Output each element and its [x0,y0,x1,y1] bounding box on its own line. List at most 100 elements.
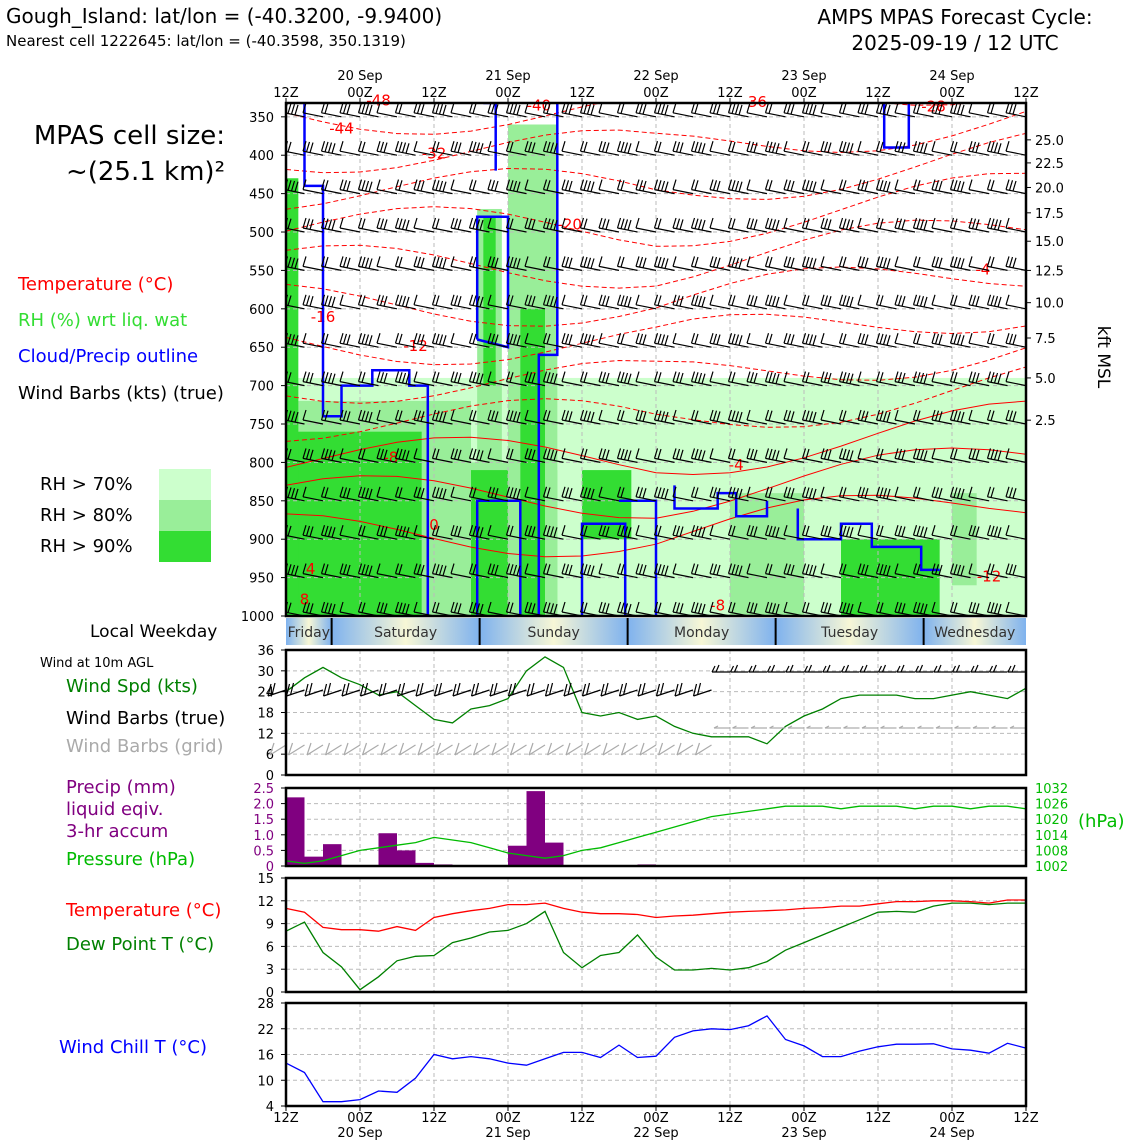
wind-barb [542,217,564,233]
wind-barb-feather [294,488,299,500]
wind-barb-feather [620,180,625,191]
wind-barb-feather [553,296,558,308]
wind-barb-feather [653,601,659,613]
wind-barb-staff [654,342,675,348]
wind-barb [394,563,416,579]
wind-barb-feather [468,256,474,267]
wind-barb [561,294,583,310]
wind-barb-feather [516,411,521,423]
wind-barb-staff [839,112,860,118]
pressure-tick-label: 850 [249,495,274,510]
nearest-cell-label: Nearest cell 1222645: lat/lon = (-40.359… [6,32,406,50]
wind-barb [653,103,675,118]
wind-barb-feather [472,448,477,460]
wind-barb-staff [931,150,953,156]
wind-barb-feather [339,333,344,344]
wind-barb-staff [617,534,638,540]
wind-barb-feather [812,488,817,500]
weekday-label: Monday [674,625,729,641]
wind-barb [468,563,490,579]
wind-barb-staff [820,265,842,271]
wind-barb-feather [812,258,817,269]
wind-barb-feather [561,448,566,459]
surface-wind-barb-true [655,682,675,697]
wind-barb-feather [342,103,348,114]
wind-barb [468,103,490,118]
wind-barb [968,179,990,195]
wind-barb [376,217,398,233]
wind-barb-feather [579,563,585,574]
wind-barb-feather [361,410,366,421]
wind-barb [616,333,638,348]
surface-wind-barb-true [970,664,989,673]
surface-wind-barb-true [322,682,342,697]
wind-barb-staff [358,112,379,118]
wind-barb [801,333,823,348]
surface-wind-barb-true [304,682,324,697]
wind-barb-staff [580,381,601,387]
wind-barb-feather [524,333,529,344]
wind-barb-feather [453,372,459,383]
wind-barb-feather [524,563,529,574]
wind-barb [838,179,860,195]
wind-barb-feather [660,564,666,576]
wind-barb-staff [783,573,805,579]
wind-barb-staff [358,227,379,233]
wind-barb-feather [690,601,696,613]
wind-barb-staff [672,265,694,271]
wind-barb-feather [405,450,410,461]
wind-barb-staff [325,744,342,756]
wind-barb-feather [849,296,854,308]
wind-barb-feather [916,448,921,460]
wind-barb-feather [842,218,847,229]
wind-barb-feather [400,682,406,696]
wind-barb-feather [960,335,965,346]
wind-barb-feather [785,665,790,673]
wind-barb-feather [672,486,677,497]
wind-barb [487,371,509,387]
wind-barb [746,179,768,195]
temperature-contour-label: -44 [329,120,354,138]
wind-barb-feather [401,142,407,153]
wind-barb-staff [584,744,601,756]
wind-barb-feather [457,603,462,614]
wind-barb-feather [294,181,299,192]
wind-barb-feather [808,257,814,268]
surface-wind-barb-true [711,664,730,673]
wind-barb-feather [912,217,918,229]
wind-barb-staff [765,457,786,463]
wind-barb [949,409,971,425]
weekday-band [286,618,332,645]
wind-barb-feather [731,372,736,383]
surface-wind-barb-grid [861,725,878,729]
wind-barb-feather [672,601,677,613]
surface-wind-barb-grid [435,742,453,756]
wind-barb-feather [731,448,736,460]
wind-barb-feather [561,103,566,113]
wind-barb [357,141,379,156]
wind-barb-staff [635,112,657,118]
wind-barb-feather [801,217,807,229]
wind-barb-staff [358,573,379,579]
wind-barb-feather [768,602,773,613]
pressure-tick-label: 600 [249,303,274,318]
wind-barb-staff [286,189,305,195]
wind-barb [931,294,953,310]
wind-barb-feather [416,410,422,421]
wind-barb-feather [287,742,294,756]
wind-barb [653,294,675,310]
wind-barb-staff [413,419,435,425]
wind-barb-feather [524,486,529,497]
wind-barb-feather [694,564,699,575]
wind-barb [783,141,805,156]
wind-barb [783,486,805,502]
top-time-tick-label: 12Z [273,86,299,101]
wind-barb [949,103,971,118]
wind-barb-staff [658,744,675,756]
wind-barb-feather [764,409,770,421]
wind-barb-feather [413,256,418,267]
wind-barb-staff [543,496,564,502]
wind-barb-staff [432,419,453,425]
wind-barb-staff [617,342,638,348]
wind-barb-staff [543,457,564,463]
